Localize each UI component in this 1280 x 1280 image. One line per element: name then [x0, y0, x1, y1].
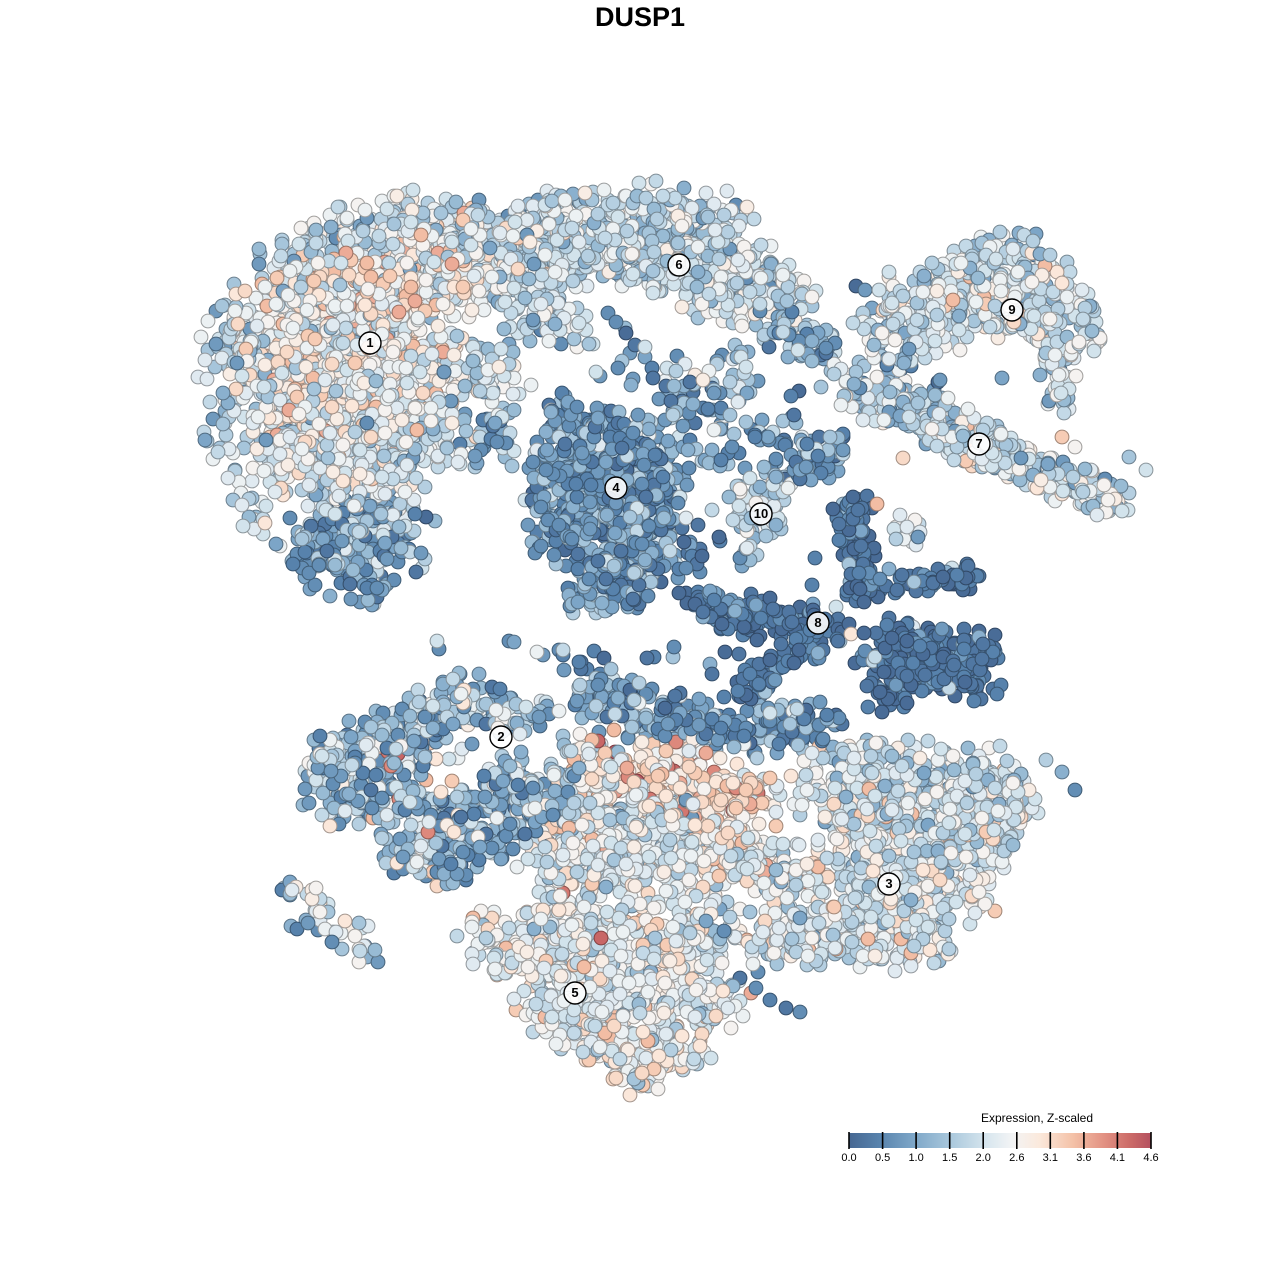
svg-text:DUSP1: DUSP1 [595, 2, 685, 32]
